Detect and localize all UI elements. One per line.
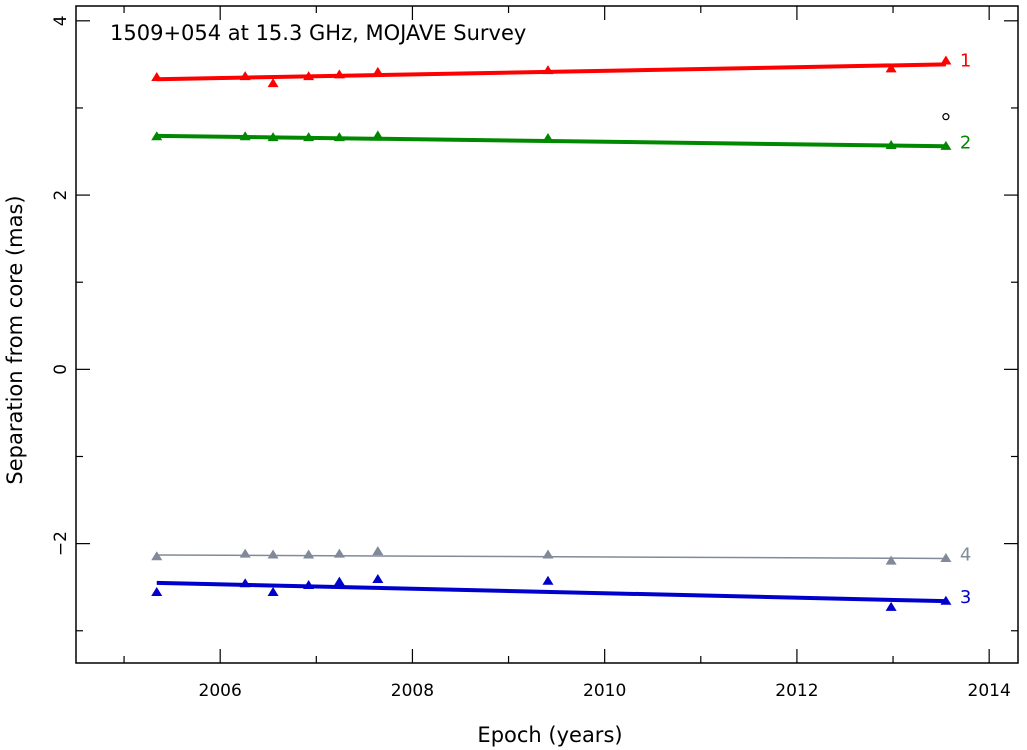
chart-title: 1509+054 at 15.3 GHz, MOJAVE Survey (110, 21, 526, 45)
y-tick-label: 4 (51, 15, 71, 26)
data-point-series-4 (151, 551, 163, 561)
x-tick-label: 2012 (775, 681, 818, 701)
data-point-series-2 (885, 140, 897, 150)
data-point-series-3 (239, 578, 251, 588)
y-axis-title: Separation from core (mas) (3, 195, 27, 484)
y-tick-label: 0 (51, 364, 71, 375)
data-point-series-1 (940, 55, 952, 65)
data-point-series-2 (372, 130, 384, 140)
data-point-series-3 (542, 575, 554, 585)
data-point-series-1 (303, 71, 315, 81)
x-tick-label: 2006 (199, 681, 242, 701)
open-circle-point (942, 113, 950, 121)
data-point-series-1 (267, 78, 279, 88)
data-point-series-1 (542, 65, 554, 75)
axes: 2006 2008 2010 2012 2014 −2 0 2 4 (51, 5, 1019, 701)
data-point-series-3 (885, 601, 897, 611)
fit-lines (156, 62, 946, 604)
data-point-series-4 (267, 549, 279, 559)
x-axis-title: Epoch (years) (477, 723, 622, 747)
data-point-series-1 (885, 63, 897, 73)
data-point-series-1 (239, 71, 251, 81)
data-point-series-4 (372, 546, 384, 556)
series-label-3: 3 (960, 587, 971, 608)
data-point-series-4 (239, 548, 251, 558)
fit-line-series-3 (156, 580, 946, 604)
x-tick-label: 2008 (391, 681, 434, 701)
data-point-series-1 (372, 66, 384, 76)
x-tick-label: 2010 (583, 681, 626, 701)
data-point-series-2 (940, 140, 952, 150)
data-point-series-4 (940, 553, 952, 563)
data-point-series-2 (303, 132, 315, 142)
y-tick-label: 2 (51, 190, 71, 201)
series-labels: 1 2 3 4 (960, 50, 971, 608)
data-point-series-2 (333, 132, 345, 142)
data-points (151, 55, 952, 611)
plot-frame (75, 5, 1019, 664)
data-point-series-2 (542, 133, 554, 143)
data-point-series-2 (239, 131, 251, 141)
data-point-series-3 (372, 573, 384, 583)
data-point-series-3 (303, 580, 315, 590)
data-point-series-4 (303, 549, 315, 559)
data-point-series-2 (267, 132, 279, 142)
data-point-series-1 (333, 69, 345, 79)
data-point-series-3 (151, 587, 163, 597)
series-label-2: 2 (960, 132, 971, 153)
data-point-series-4 (333, 548, 345, 558)
data-point-series-3 (333, 576, 345, 586)
data-point-series-1 (151, 72, 163, 82)
y-tick-label: −2 (51, 531, 71, 556)
series-label-4: 4 (960, 544, 971, 565)
data-point-series-4 (885, 555, 897, 565)
series-label-1: 1 (960, 50, 971, 71)
data-point-series-2 (151, 131, 163, 141)
data-point-series-4 (542, 549, 554, 559)
x-tick-label: 2014 (968, 681, 1011, 701)
data-point-series-3 (267, 587, 279, 597)
data-point-series-3 (940, 595, 952, 605)
